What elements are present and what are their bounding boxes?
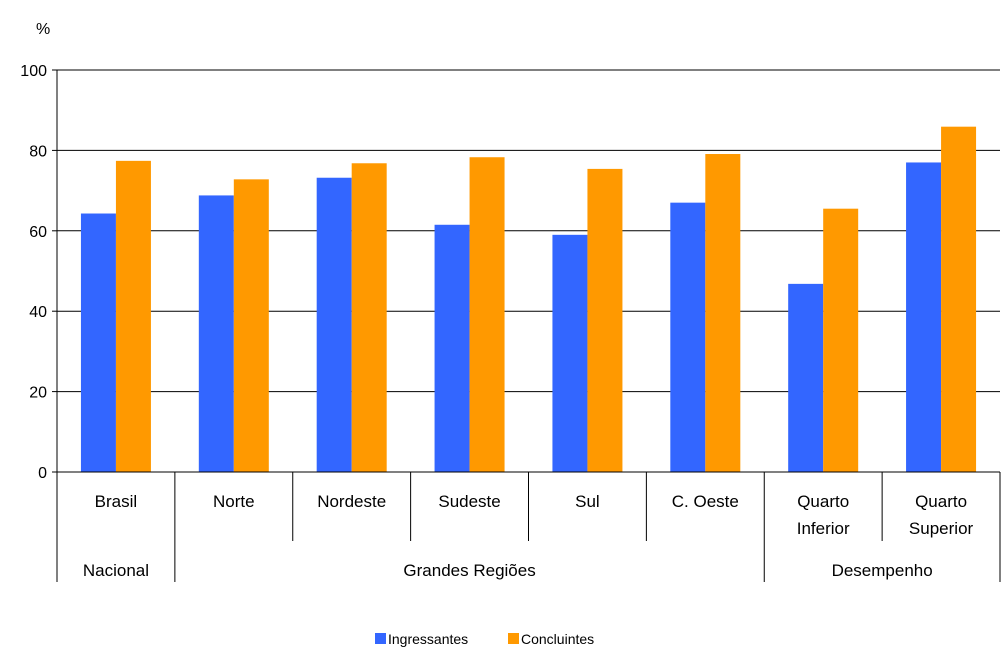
- category-label: Sudeste: [438, 492, 500, 511]
- y-tick-label: 60: [29, 224, 47, 241]
- bar-ingressantes-0: [80, 213, 116, 472]
- bar-concluintes-3: [469, 157, 505, 472]
- bar-ingressantes-3: [434, 224, 470, 472]
- category-label: Quarto: [797, 492, 849, 511]
- category-label: Norte: [213, 492, 255, 511]
- bar-ingressantes-2: [316, 177, 352, 472]
- y-tick-label: 40: [29, 304, 47, 321]
- y-tick-label: 80: [29, 143, 47, 160]
- legend-label: Concluintes: [521, 631, 594, 647]
- bar-ingressantes-4: [552, 234, 588, 472]
- y-axis-label: %: [36, 21, 50, 38]
- group-label: Nacional: [83, 561, 149, 580]
- labels: 0 20 40 60 80 100% Brasil Norte Nordeste Sudeste S…: [20, 21, 973, 580]
- category-label: C. Oeste: [672, 492, 739, 511]
- bar-ingressantes-6: [788, 283, 824, 472]
- y-tick-label: 20: [29, 385, 47, 402]
- group-label: Desempenho: [832, 561, 933, 580]
- bar-concluintes-6: [823, 208, 859, 472]
- legend-swatch: [508, 633, 519, 644]
- legend: Ingressantes Concluintes: [375, 631, 594, 647]
- axes: [52, 69, 1001, 582]
- gridlines: [57, 69, 1000, 393]
- bar-concluintes-7: [941, 126, 977, 472]
- bar-ingressantes-5: [670, 202, 706, 472]
- y-tick-label: 0: [38, 465, 47, 482]
- bar-concluintes-4: [587, 168, 623, 472]
- bar-concluintes-0: [115, 160, 151, 473]
- category-label: Sul: [575, 492, 600, 511]
- group-label: Grandes Regiões: [403, 561, 535, 580]
- bar-concluintes-2: [351, 163, 387, 472]
- bars: [80, 126, 977, 473]
- category-label: Superior: [909, 519, 974, 538]
- legend-swatch: [375, 633, 386, 644]
- bar-concluintes-1: [233, 179, 269, 472]
- bar-ingressantes-7: [906, 162, 942, 472]
- y-tick-label: 100: [20, 63, 47, 80]
- bar-concluintes-5: [705, 154, 741, 472]
- category-label: Brasil: [95, 492, 138, 511]
- category-label: Inferior: [797, 519, 850, 538]
- category-label: Nordeste: [317, 492, 386, 511]
- legend-label: Ingressantes: [388, 631, 468, 647]
- bar-ingressantes-1: [198, 195, 234, 472]
- category-label: Quarto: [915, 492, 967, 511]
